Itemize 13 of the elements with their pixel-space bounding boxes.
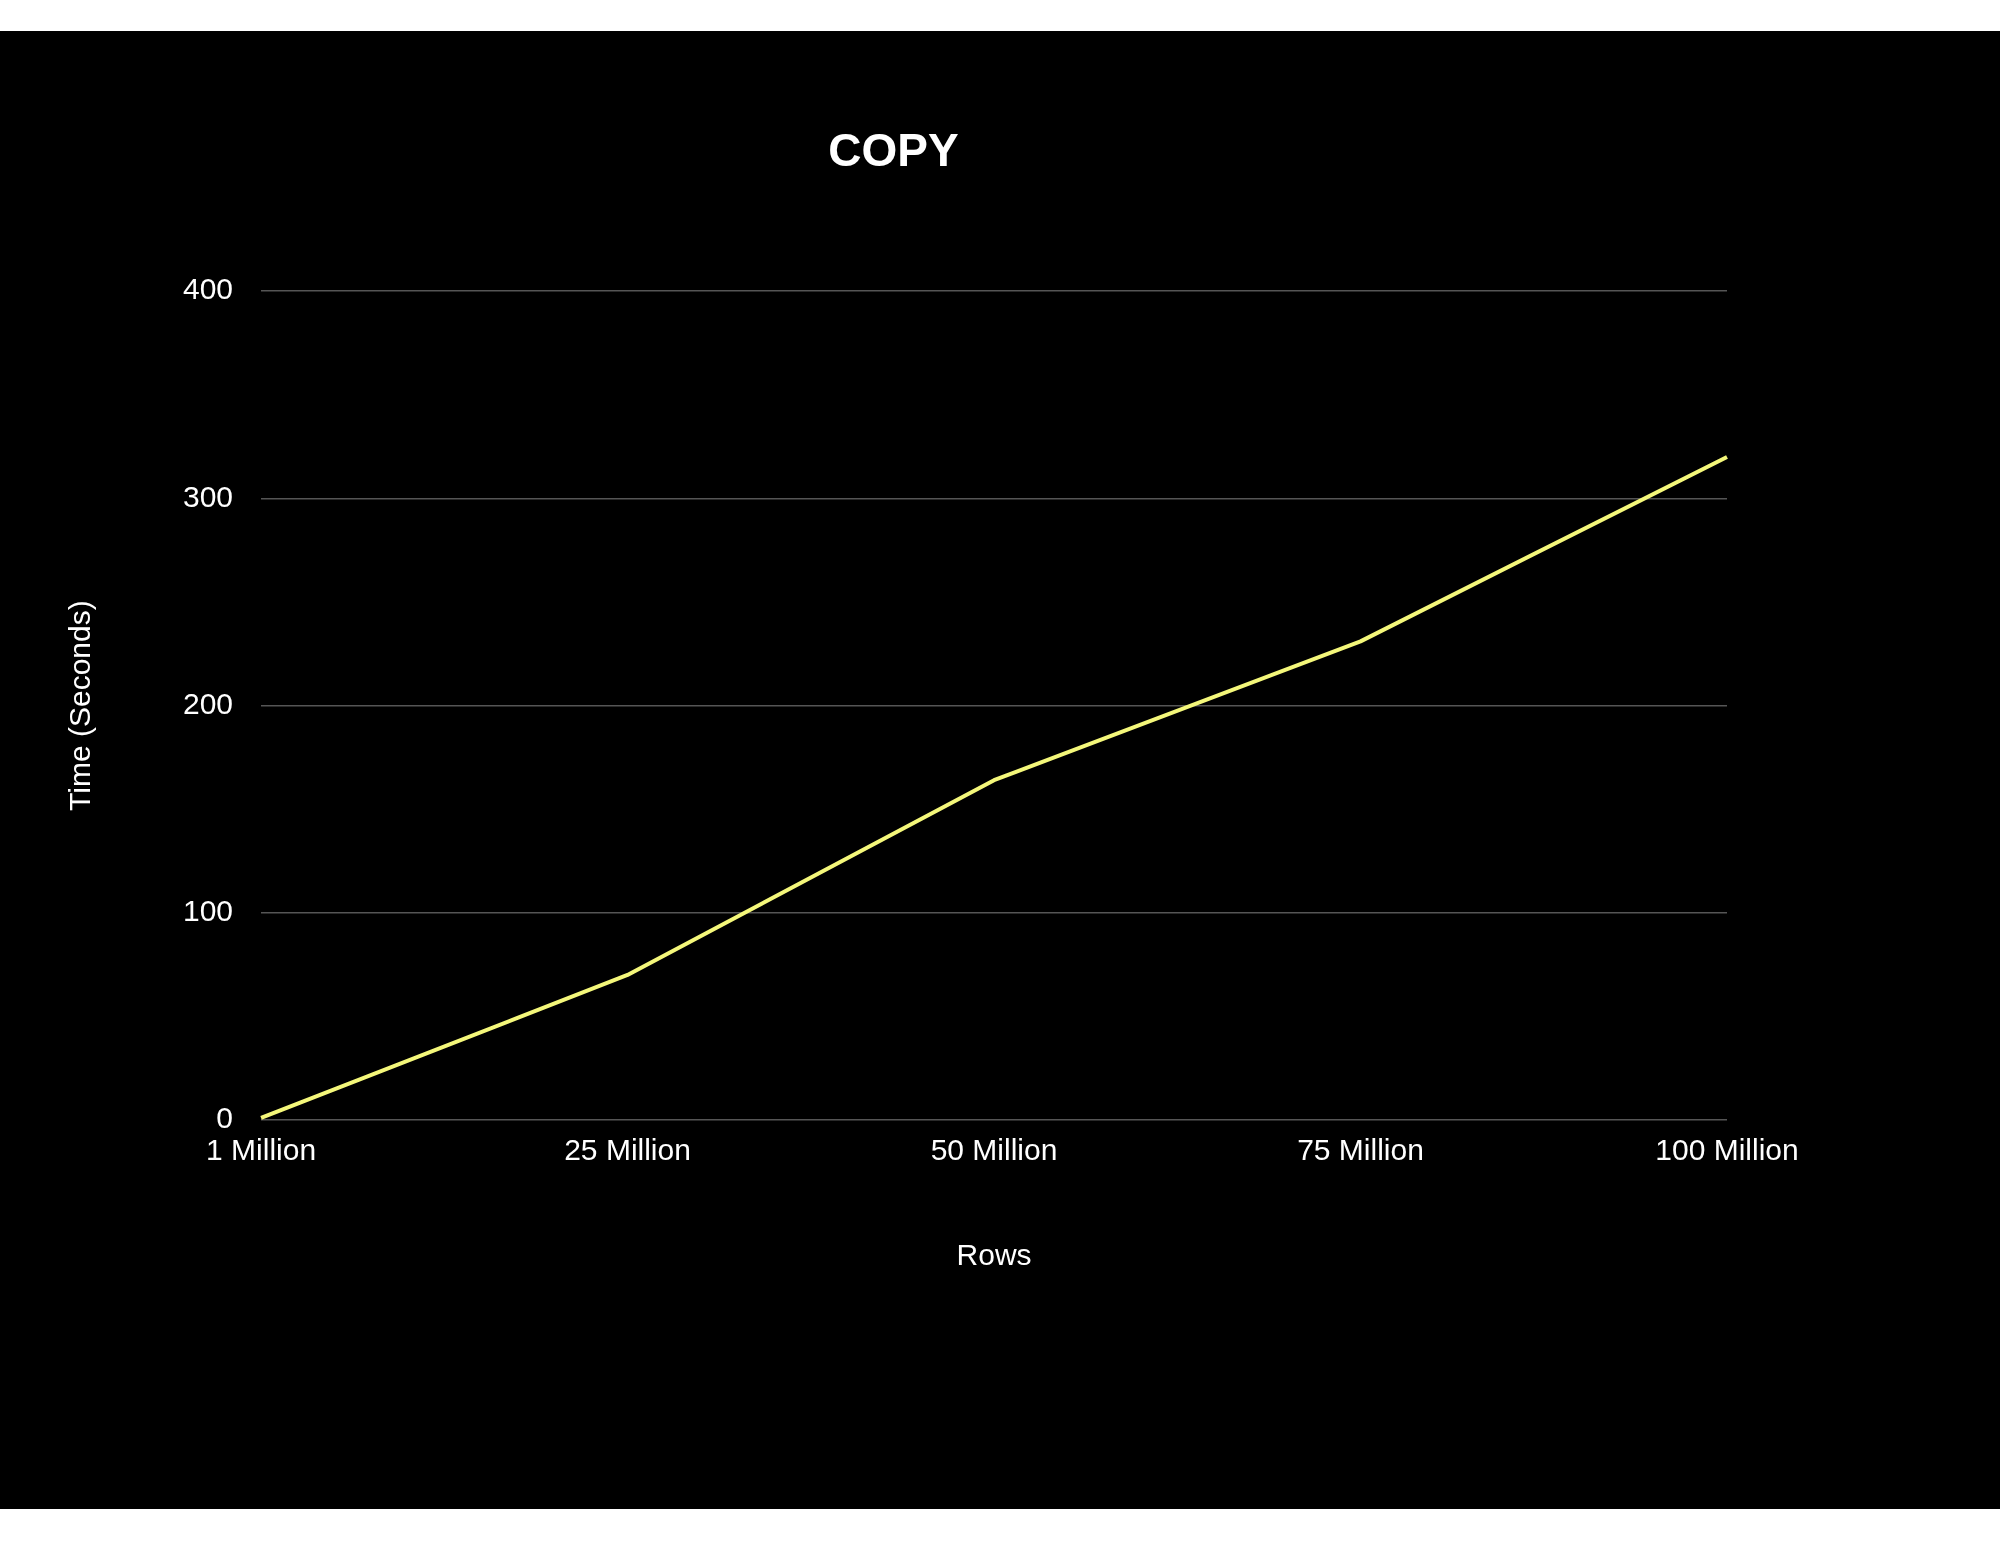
y-tick-label: 200 <box>182 686 234 720</box>
chart-title: COPY <box>828 124 959 177</box>
y-tick-label: 400 <box>182 272 234 306</box>
y-tick-label: 100 <box>182 894 234 928</box>
y-tick-label: 300 <box>182 479 234 513</box>
x-tick-label: 100 Million <box>1655 1133 1799 1167</box>
x-tick-label: 50 Million <box>930 1133 1058 1167</box>
x-tick-label: 1 Million <box>206 1133 317 1167</box>
x-axis-title: Rows <box>956 1238 1032 1272</box>
x-tick-label: 75 Million <box>1297 1133 1424 1167</box>
x-tick-label: 25 Million <box>564 1133 691 1167</box>
y-tick-label: 0 <box>216 1101 234 1135</box>
y-axis-title: Time (Seconds) <box>63 600 97 811</box>
